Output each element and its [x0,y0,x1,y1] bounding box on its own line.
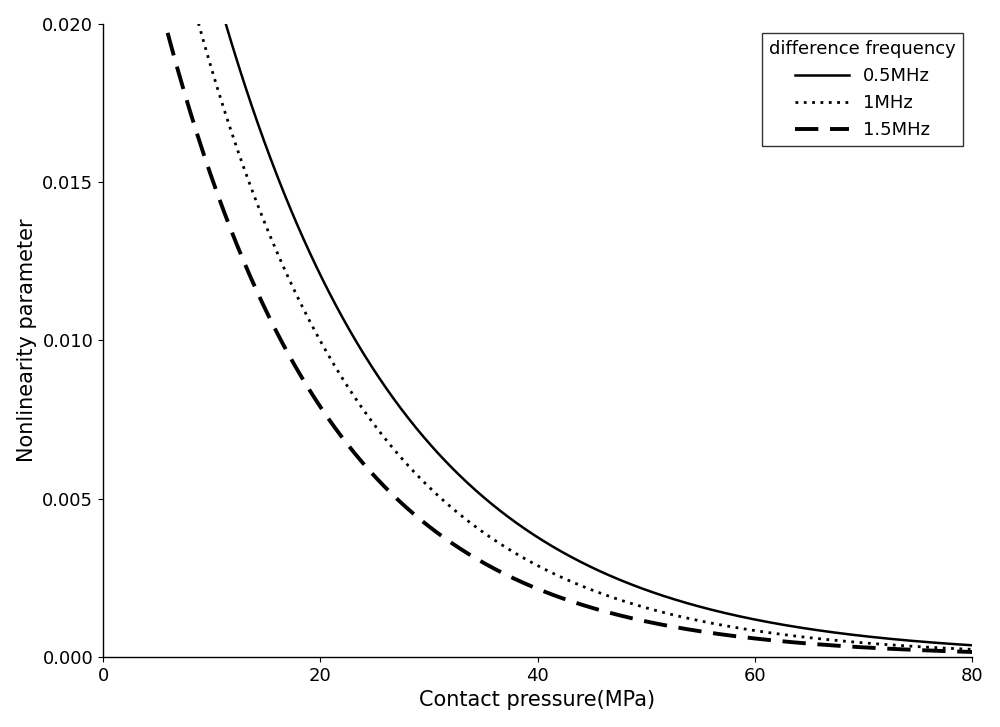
Line: 1.5MHz: 1.5MHz [157,0,972,652]
1MHz [510,550,522,558]
Y-axis label: Nonlinearity parameter: Nonlinearity parameter [17,219,37,462]
1MHz [711,620,723,629]
1.5MHz [966,648,978,656]
Legend: 0.5MHz, 1MHz, 1.5MHz: 0.5MHz, 1MHz, 1.5MHz [762,33,963,146]
1.5MHz [235,249,247,258]
1.5MHz [711,630,723,638]
1.5MHz [510,575,522,584]
0.5MHz [481,496,493,505]
X-axis label: Contact pressure(MPa): Contact pressure(MPa) [419,691,656,710]
1.5MHz [481,561,493,569]
0.5MHz [711,606,723,615]
1.5MHz [787,638,799,646]
1MHz [235,154,247,163]
0.5MHz [235,68,247,76]
0.5MHz [787,622,799,631]
0.5MHz [966,641,978,650]
1MHz [966,645,978,654]
1MHz [787,631,799,640]
1MHz [481,531,493,539]
1MHz [801,633,813,642]
0.5MHz [510,518,522,527]
1.5MHz [801,639,813,648]
0.5MHz [801,624,813,633]
Line: 1MHz: 1MHz [157,0,972,649]
Line: 0.5MHz: 0.5MHz [157,0,972,646]
